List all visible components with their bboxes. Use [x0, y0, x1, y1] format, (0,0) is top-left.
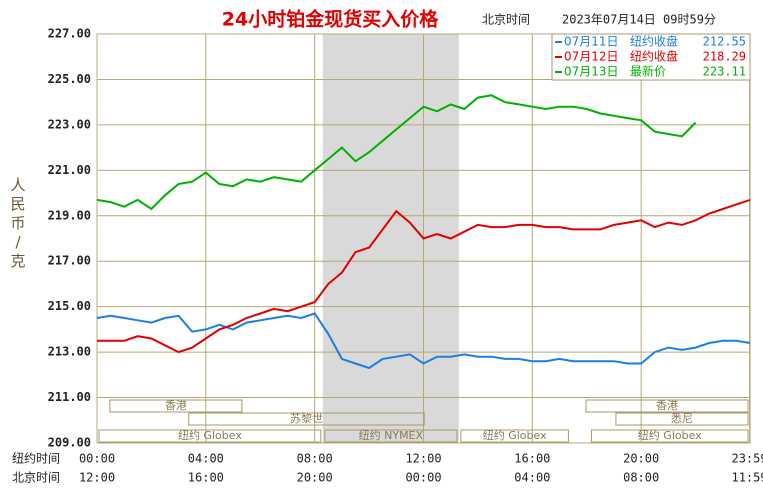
legend-value: 212.55 — [703, 35, 746, 49]
y-tick-label: 215.00 — [48, 299, 91, 313]
session-box — [324, 429, 458, 443]
series-line — [96, 94, 697, 211]
nymex-shade — [322, 34, 459, 443]
series-line — [97, 198, 751, 354]
x-tick-label: 04:00 — [188, 452, 224, 466]
legend-box — [551, 33, 751, 81]
session-label: 纽约 Globex — [178, 428, 242, 442]
x-tick-label: 12:00 — [405, 452, 441, 466]
y-tick-label: 219.00 — [48, 208, 91, 222]
session-label: 纽约 Globex — [483, 428, 547, 442]
subtitle-label: 北京时间 — [482, 13, 530, 27]
session-label: 香港 — [165, 399, 187, 412]
session-box — [585, 399, 749, 413]
session-box — [188, 412, 425, 426]
y-tick-label: 221.00 — [48, 163, 91, 177]
y-tick-label: 211.00 — [48, 390, 91, 404]
x-tick-label: 08:00 — [623, 471, 659, 485]
subtitle: 2023年07月14日 09时59分 — [562, 13, 716, 27]
y-tick-label: 223.00 — [48, 117, 91, 131]
y-tick-label: 213.00 — [48, 345, 91, 359]
y-axis-label: 人民币/克 — [10, 176, 25, 270]
legend-value: 218.29 — [703, 50, 746, 64]
session-box — [98, 429, 322, 443]
legend-name: 07月12日 — [564, 50, 619, 64]
x-tick-label: 08:00 — [297, 452, 333, 466]
legend-note: 纽约收盘 — [630, 34, 678, 49]
session-label: 香港 — [656, 399, 678, 412]
x-row-label: 纽约时间 — [12, 451, 60, 466]
x-tick-label: 20:00 — [623, 452, 659, 466]
x-tick-label: 16:00 — [188, 471, 224, 485]
x-tick-label: 12:00 — [79, 471, 115, 485]
x-tick-label: 16:00 — [514, 452, 550, 466]
legend-name: 07月13日 — [564, 65, 619, 79]
series-line — [96, 312, 751, 370]
x-tick-label: 00:00 — [79, 452, 115, 466]
y-tick-label: 225.00 — [48, 72, 91, 86]
x-tick-label: 11:59 — [731, 471, 763, 485]
legend-value: 223.11 — [703, 65, 746, 79]
session-box — [109, 399, 243, 413]
session-label: 纽约 Globex — [638, 428, 702, 442]
x-row-label: 北京时间 — [12, 471, 60, 485]
legend-note: 纽约收盘 — [630, 49, 678, 64]
session-label: 悉尼 — [671, 412, 693, 425]
y-tick-label: 227.00 — [48, 27, 91, 41]
session-box — [590, 429, 749, 443]
legend-name: 07月11日 — [564, 35, 619, 49]
session-box — [460, 429, 569, 443]
session-label: 纽约 NYMEX — [359, 428, 424, 442]
y-tick-label: 217.00 — [48, 254, 91, 268]
session-label: 苏黎世 — [290, 411, 323, 425]
x-tick-label: 23:59 — [731, 452, 763, 466]
x-tick-label: 04:00 — [514, 471, 550, 485]
y-tick-label: 209.00 — [48, 436, 91, 450]
x-tick-label: 00:00 — [405, 471, 441, 485]
chart-title: 24小时铂金现货买入价格 — [222, 8, 439, 31]
legend-note: 最新价 — [630, 64, 666, 79]
x-tick-label: 20:00 — [297, 471, 333, 485]
session-box — [615, 412, 749, 426]
